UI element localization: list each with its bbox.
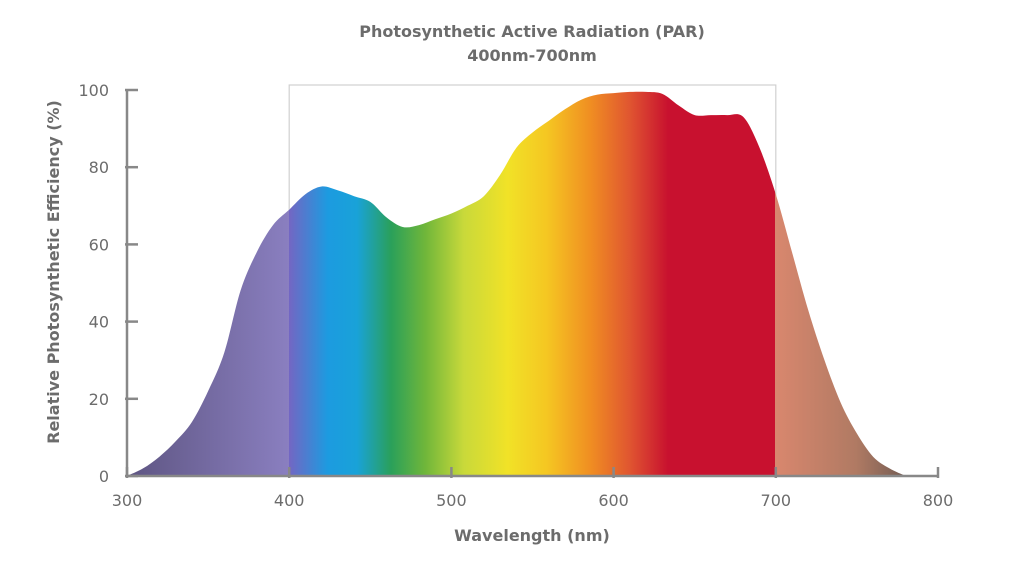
y-tick-label: 40 (89, 313, 109, 332)
x-axis-ticks: 300 400 500 600 700 800 (112, 467, 954, 510)
x-tick-label: 300 (112, 491, 143, 510)
chart-subtitle: 400nm-700nm (467, 46, 597, 65)
x-tick-label: 400 (274, 491, 305, 510)
y-tick-label: 100 (78, 81, 109, 100)
chart-title: Photosynthetic Active Radiation (PAR) (359, 22, 705, 41)
x-tick-label: 600 (598, 491, 629, 510)
axes (125, 90, 938, 478)
x-tick-label: 800 (923, 491, 954, 510)
y-axis-ticks: 0 20 40 60 80 100 (78, 81, 138, 486)
x-axis-label: Wavelength (nm) (454, 526, 610, 545)
x-tick-label: 700 (761, 491, 792, 510)
x-tick-label: 500 (436, 491, 467, 510)
y-tick-label: 20 (89, 390, 109, 409)
y-axis-label: Relative Photosynthetic Efficiency (%) (44, 100, 63, 444)
par-spectrum-area (289, 91, 775, 476)
y-tick-label: 0 (99, 467, 109, 486)
ir-area (775, 191, 906, 476)
y-tick-label: 60 (89, 235, 109, 254)
uv-area (127, 209, 289, 476)
y-tick-label: 80 (89, 158, 109, 177)
